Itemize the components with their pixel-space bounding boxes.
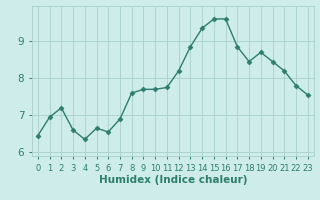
X-axis label: Humidex (Indice chaleur): Humidex (Indice chaleur) <box>99 175 247 185</box>
